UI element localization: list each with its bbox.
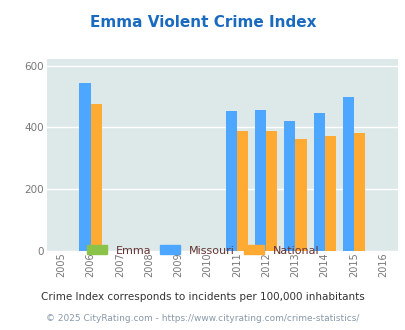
Bar <box>342 97 353 251</box>
Bar <box>353 134 364 251</box>
Bar <box>254 110 266 251</box>
Bar <box>284 121 295 251</box>
Bar <box>324 136 335 251</box>
Legend: Emma, Missouri, National: Emma, Missouri, National <box>82 241 323 260</box>
Text: © 2025 CityRating.com - https://www.cityrating.com/crime-statistics/: © 2025 CityRating.com - https://www.city… <box>46 314 359 323</box>
Text: Emma Violent Crime Index: Emma Violent Crime Index <box>90 15 315 30</box>
Bar <box>90 105 102 251</box>
Bar <box>237 131 247 251</box>
Text: Crime Index corresponds to incidents per 100,000 inhabitants: Crime Index corresponds to incidents per… <box>41 292 364 302</box>
Bar <box>79 83 90 251</box>
Bar <box>295 139 306 251</box>
Bar <box>266 131 277 251</box>
Bar <box>313 114 324 251</box>
Bar <box>225 111 237 251</box>
